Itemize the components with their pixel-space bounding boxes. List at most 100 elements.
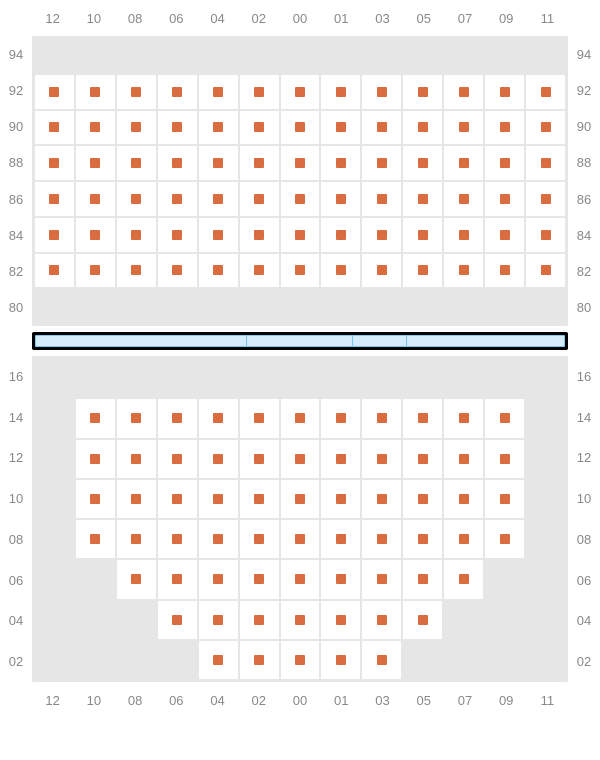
seat-available[interactable] (280, 398, 321, 438)
seat-available[interactable] (361, 559, 402, 599)
seat-available[interactable] (361, 519, 402, 559)
seat-available[interactable] (402, 145, 443, 181)
seat-available[interactable] (320, 519, 361, 559)
seat-available[interactable] (320, 398, 361, 438)
seat-available[interactable] (198, 253, 239, 289)
seat-available[interactable] (34, 181, 75, 217)
seat-available[interactable] (280, 181, 321, 217)
seat-available[interactable] (116, 181, 157, 217)
seat-available[interactable] (116, 217, 157, 253)
seat-available[interactable] (34, 217, 75, 253)
seat-available[interactable] (402, 439, 443, 479)
seat-available[interactable] (198, 74, 239, 110)
seat-available[interactable] (484, 439, 525, 479)
seat-available[interactable] (198, 145, 239, 181)
seat-available[interactable] (75, 181, 116, 217)
seat-available[interactable] (198, 439, 239, 479)
seat-available[interactable] (320, 479, 361, 519)
seat-available[interactable] (402, 253, 443, 289)
seat-available[interactable] (361, 110, 402, 146)
seat-available[interactable] (320, 439, 361, 479)
seat-available[interactable] (443, 110, 484, 146)
seat-available[interactable] (157, 519, 198, 559)
seat-available[interactable] (116, 439, 157, 479)
seat-available[interactable] (484, 145, 525, 181)
seat-available[interactable] (320, 640, 361, 680)
seat-available[interactable] (361, 217, 402, 253)
seat-available[interactable] (361, 600, 402, 640)
seat-available[interactable] (75, 439, 116, 479)
seat-available[interactable] (239, 145, 280, 181)
seat-available[interactable] (484, 217, 525, 253)
seat-available[interactable] (239, 479, 280, 519)
seat-available[interactable] (157, 600, 198, 640)
seat-available[interactable] (525, 253, 566, 289)
seat-available[interactable] (116, 559, 157, 599)
seat-available[interactable] (320, 559, 361, 599)
seat-available[interactable] (320, 181, 361, 217)
seat-available[interactable] (402, 181, 443, 217)
seat-available[interactable] (402, 217, 443, 253)
seat-available[interactable] (484, 181, 525, 217)
seat-available[interactable] (198, 640, 239, 680)
seat-available[interactable] (443, 519, 484, 559)
seat-available[interactable] (280, 145, 321, 181)
seat-available[interactable] (361, 145, 402, 181)
seat-available[interactable] (34, 145, 75, 181)
seat-available[interactable] (239, 439, 280, 479)
seat-available[interactable] (157, 479, 198, 519)
seat-available[interactable] (239, 640, 280, 680)
seat-available[interactable] (402, 600, 443, 640)
seat-available[interactable] (75, 110, 116, 146)
seat-available[interactable] (443, 253, 484, 289)
seat-available[interactable] (320, 145, 361, 181)
seat-available[interactable] (280, 519, 321, 559)
seat-available[interactable] (443, 439, 484, 479)
seat-available[interactable] (34, 110, 75, 146)
seat-available[interactable] (443, 74, 484, 110)
seat-available[interactable] (443, 217, 484, 253)
seat-available[interactable] (280, 640, 321, 680)
seat-available[interactable] (443, 559, 484, 599)
seat-available[interactable] (75, 398, 116, 438)
seat-available[interactable] (75, 519, 116, 559)
seat-available[interactable] (116, 479, 157, 519)
seat-available[interactable] (525, 74, 566, 110)
seat-available[interactable] (157, 439, 198, 479)
seat-available[interactable] (198, 519, 239, 559)
seat-available[interactable] (320, 74, 361, 110)
seat-available[interactable] (34, 74, 75, 110)
seat-available[interactable] (239, 600, 280, 640)
seat-available[interactable] (280, 479, 321, 519)
seat-available[interactable] (484, 253, 525, 289)
seat-available[interactable] (320, 600, 361, 640)
seat-available[interactable] (75, 253, 116, 289)
seat-available[interactable] (198, 110, 239, 146)
seat-available[interactable] (320, 110, 361, 146)
seat-available[interactable] (116, 398, 157, 438)
seat-available[interactable] (280, 110, 321, 146)
seat-available[interactable] (525, 217, 566, 253)
seat-available[interactable] (157, 74, 198, 110)
seat-available[interactable] (116, 145, 157, 181)
seat-available[interactable] (361, 398, 402, 438)
seat-available[interactable] (198, 600, 239, 640)
seat-available[interactable] (280, 439, 321, 479)
seat-available[interactable] (75, 479, 116, 519)
seat-available[interactable] (198, 559, 239, 599)
seat-available[interactable] (280, 74, 321, 110)
seat-available[interactable] (280, 559, 321, 599)
seat-available[interactable] (157, 559, 198, 599)
seat-available[interactable] (75, 217, 116, 253)
seat-available[interactable] (157, 253, 198, 289)
seat-available[interactable] (157, 145, 198, 181)
seat-available[interactable] (402, 479, 443, 519)
seat-available[interactable] (361, 253, 402, 289)
seat-available[interactable] (402, 519, 443, 559)
seat-available[interactable] (320, 217, 361, 253)
seat-available[interactable] (116, 74, 157, 110)
seat-available[interactable] (75, 74, 116, 110)
seat-available[interactable] (239, 253, 280, 289)
seat-available[interactable] (484, 398, 525, 438)
seat-available[interactable] (239, 181, 280, 217)
